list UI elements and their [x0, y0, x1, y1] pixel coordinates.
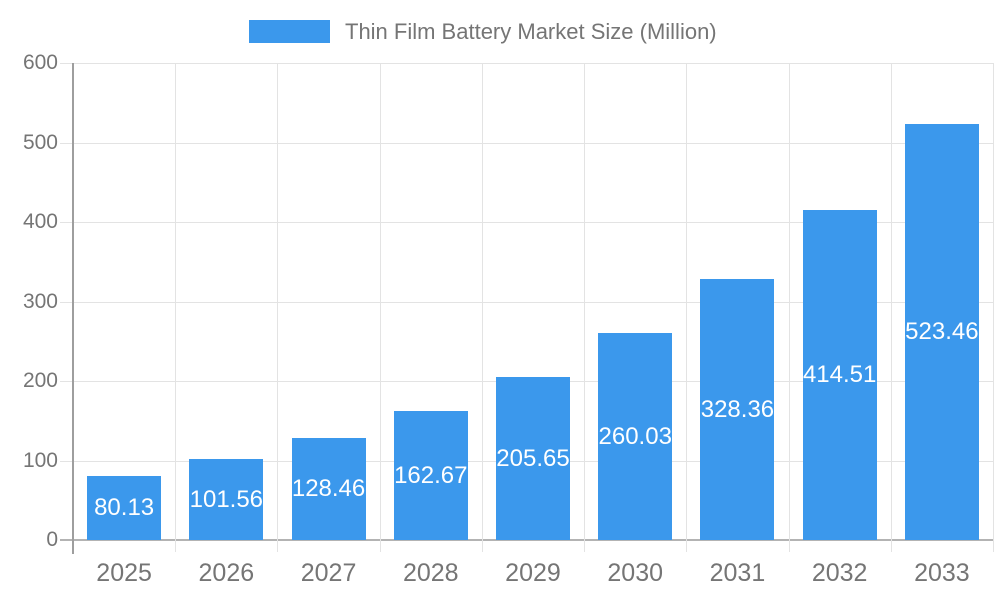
h-gridline: [60, 63, 993, 64]
bar: [291, 438, 366, 540]
bar-value-label: 101.56: [189, 485, 264, 513]
bar-value-label: 162.67: [394, 461, 468, 489]
bar: [496, 377, 570, 540]
x-axis-label: 2030: [607, 559, 664, 587]
x-axis-label: 2032: [811, 559, 868, 587]
x-axis-baseline: [60, 539, 993, 541]
y-axis-label: 400: [22, 210, 58, 233]
v-gridline: [686, 63, 688, 552]
v-gridline: [277, 63, 279, 552]
v-gridline: [481, 63, 483, 552]
x-axis-label: 2028: [402, 559, 459, 587]
v-gridline: [890, 63, 892, 552]
bar: [189, 459, 264, 540]
v-gridline: [175, 63, 177, 552]
bar: [598, 333, 673, 540]
y-axis-label: 100: [22, 448, 58, 472]
x-axis-label: 2029: [505, 559, 561, 587]
h-gridline: [60, 301, 993, 303]
x-axis-label: 2031: [709, 559, 766, 587]
bar-value-label: 260.03: [598, 422, 672, 450]
x-axis-label: 2033: [914, 559, 970, 587]
bar: [393, 411, 468, 540]
v-gridline: [379, 63, 381, 552]
x-axis-label: 2027: [300, 559, 357, 587]
y-axis-label: 300: [22, 289, 58, 313]
v-gridline: [584, 63, 586, 552]
bar-value-label: 414.51: [802, 361, 877, 388]
legend-label: Thin Film Battery Market Size (Million): [345, 19, 717, 44]
y-axis-line: [72, 63, 74, 554]
bar: [802, 210, 877, 540]
bar-value-label: 523.46: [905, 318, 979, 345]
bar-value-label: 328.36: [700, 395, 775, 423]
bar-value-label: 128.46: [291, 475, 366, 502]
h-gridline: [60, 142, 993, 144]
y-axis-label: 200: [22, 369, 58, 392]
y-axis-label: 600: [22, 51, 58, 74]
v-gridline: [993, 63, 994, 552]
legend-swatch: [249, 20, 330, 43]
x-axis-label: 2025: [96, 559, 152, 587]
h-gridline: [60, 222, 993, 223]
bar: [87, 476, 162, 540]
y-axis-label: 500: [22, 130, 58, 154]
bar-value-label: 80.13: [94, 494, 155, 521]
x-axis-label: 2026: [198, 559, 255, 587]
legend: Thin Film Battery Market Size (Million): [0, 18, 1000, 46]
bar: [904, 124, 979, 540]
y-axis-label: 0: [46, 528, 58, 551]
bar: [700, 279, 775, 540]
v-gridline: [788, 63, 790, 552]
bar-value-label: 205.65: [496, 444, 570, 472]
